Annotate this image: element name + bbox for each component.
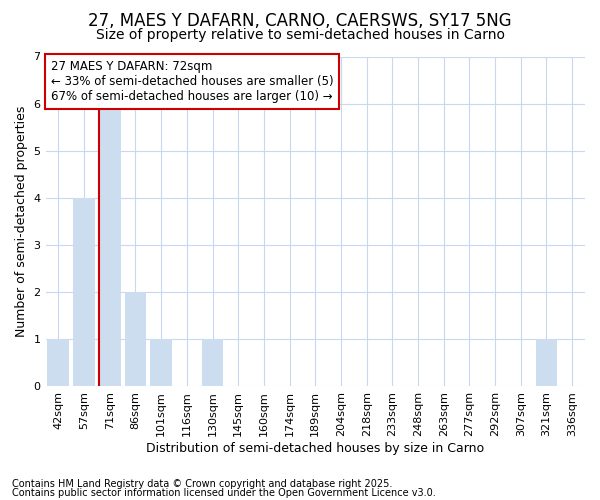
Y-axis label: Number of semi-detached properties: Number of semi-detached properties [15,106,28,337]
Text: 27 MAES Y DAFARN: 72sqm
← 33% of semi-detached houses are smaller (5)
67% of sem: 27 MAES Y DAFARN: 72sqm ← 33% of semi-de… [51,60,334,103]
Text: Contains HM Land Registry data © Crown copyright and database right 2025.: Contains HM Land Registry data © Crown c… [12,479,392,489]
Bar [202,340,223,386]
Bar [536,340,557,386]
Text: 27, MAES Y DAFARN, CARNO, CAERSWS, SY17 5NG: 27, MAES Y DAFARN, CARNO, CAERSWS, SY17 … [88,12,512,30]
Bar [73,198,95,386]
Bar [99,104,121,387]
X-axis label: Distribution of semi-detached houses by size in Carno: Distribution of semi-detached houses by … [146,442,484,455]
Bar [125,292,146,386]
Bar [150,340,172,386]
Text: Contains public sector information licensed under the Open Government Licence v3: Contains public sector information licen… [12,488,436,498]
Text: Size of property relative to semi-detached houses in Carno: Size of property relative to semi-detach… [95,28,505,42]
Bar [47,340,70,386]
